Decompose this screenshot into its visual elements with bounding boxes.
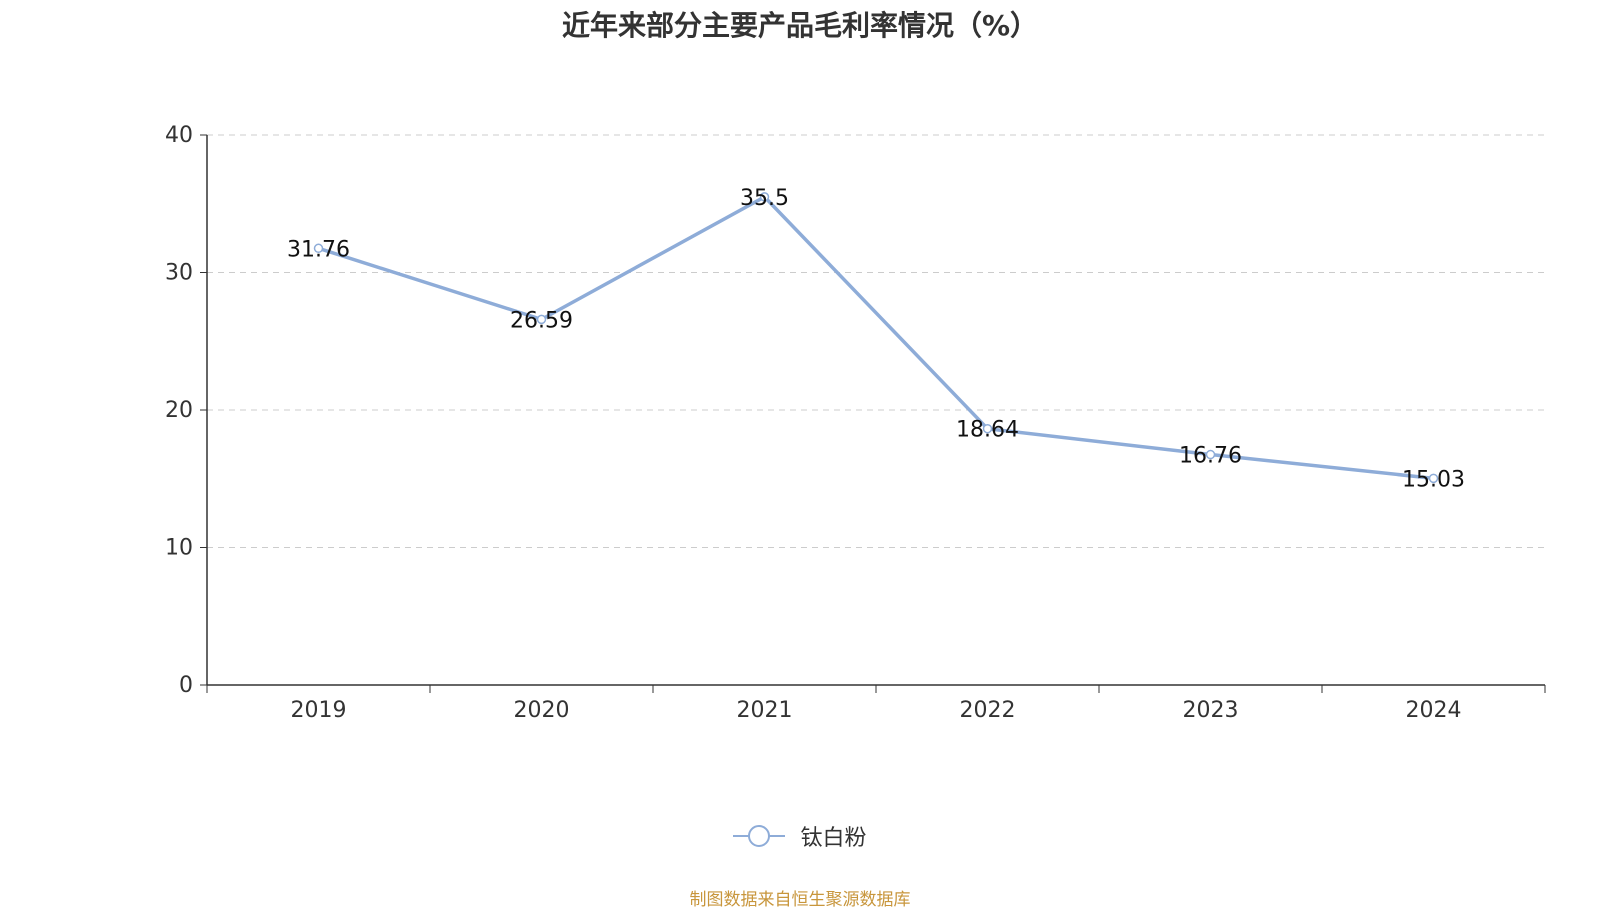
y-tick-label: 40 <box>165 123 193 148</box>
data-point <box>759 192 770 202</box>
data-point <box>536 314 547 325</box>
data-labels: 31.76 26.59 35.5 18.64 16.76 15.03 <box>287 186 1465 492</box>
axes: 0 10 20 30 40 2019 2020 2021 2022 2023 2024 <box>165 123 1546 723</box>
y-tick-label: 30 <box>165 261 193 286</box>
x-tick-label: 2020 <box>514 698 570 723</box>
data-label: 31.76 <box>287 237 350 262</box>
y-tick-label: 0 <box>179 673 193 698</box>
x-tick-label: 2021 <box>737 698 793 723</box>
source-note: 制图数据来自恒生聚源数据库 <box>689 890 911 910</box>
x-tick-label: 2022 <box>960 698 1016 723</box>
grid-lines <box>207 134 1545 548</box>
series-line <box>317 195 1434 481</box>
chart-title: 近年来部分主要产品毛利率情况（%） <box>561 9 1039 42</box>
data-label: 16.76 <box>1179 444 1242 469</box>
data-point <box>313 243 324 254</box>
data-label: 18.64 <box>956 418 1019 443</box>
y-tick-label: 10 <box>165 536 193 561</box>
y-tick-label: 20 <box>165 398 193 423</box>
data-point <box>982 423 993 434</box>
x-tick-label: 2023 <box>1183 698 1239 723</box>
series-layer <box>313 192 1439 484</box>
x-tick-label: 2019 <box>291 698 347 723</box>
legend-label-series: 钛白粉 <box>800 826 867 851</box>
data-point <box>1428 473 1439 484</box>
data-label: 35.5 <box>740 186 789 211</box>
data-point <box>1205 449 1216 460</box>
data-label: 26.59 <box>510 308 573 333</box>
legend[interactable]: 钛白粉 <box>0 820 1600 852</box>
legend-line-circle-icon <box>733 825 786 847</box>
x-tick-label: 2024 <box>1406 698 1462 723</box>
data-label: 15.03 <box>1402 467 1465 492</box>
